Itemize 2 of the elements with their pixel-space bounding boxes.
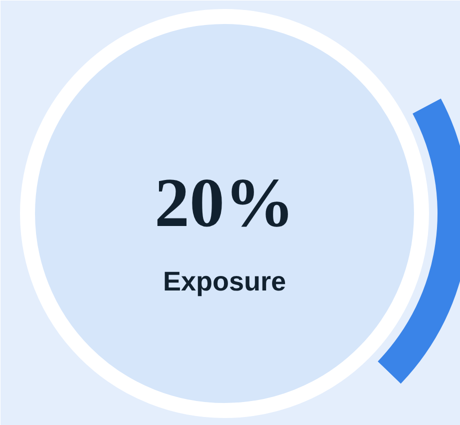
text: 20%	[154, 165, 294, 242]
text: Exposure	[162, 266, 286, 296]
